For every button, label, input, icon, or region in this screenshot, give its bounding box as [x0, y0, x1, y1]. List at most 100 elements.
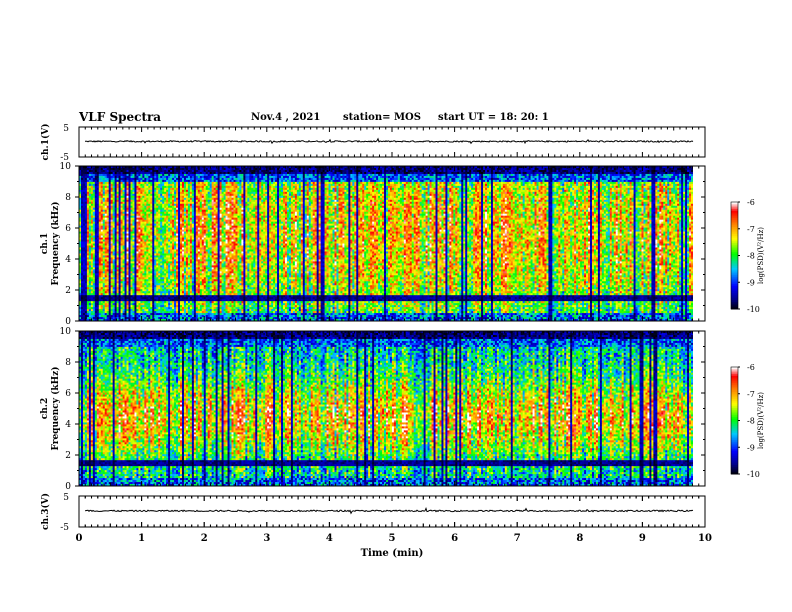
spectrogram-cell	[88, 299, 92, 302]
spectrogram-cell	[88, 181, 92, 185]
spectrogram-cell	[110, 251, 114, 254]
spectrogram-cell	[110, 235, 114, 238]
spectrogram-cell	[79, 251, 82, 254]
spectrogram-cell	[88, 213, 92, 217]
spectrogram-cell	[114, 287, 118, 290]
spectrogram-cell	[82, 319, 86, 322]
spectrogram-cell	[80, 249, 84, 252]
spectrogram-cell	[80, 179, 84, 183]
spectrogram-cell	[102, 295, 106, 298]
spectrogram-cell	[96, 183, 100, 187]
spectrogram-cell	[116, 195, 120, 199]
spectrogram-cell	[79, 263, 82, 266]
spectrogram-cell	[94, 187, 98, 191]
spectrogram-cell	[102, 241, 106, 244]
spectrogram-cell	[118, 301, 121, 304]
spectrogram-cell	[92, 223, 96, 227]
spectrogram-cell	[102, 185, 106, 189]
spectrogram-cell	[86, 181, 90, 185]
spectrogram-cell	[100, 305, 104, 308]
spectrogram-cell	[96, 177, 100, 181]
spectrogram-cell	[118, 237, 121, 240]
spectrogram-cell	[88, 175, 92, 179]
spectrogram-cell	[80, 215, 84, 219]
spectrogram-cell	[108, 171, 112, 175]
spectrogram-cell	[79, 315, 82, 318]
spectrogram-cell	[116, 245, 120, 248]
spectrogram-cell	[92, 177, 96, 181]
spectrogram-cell	[110, 237, 114, 240]
spectrogram-cell	[84, 217, 88, 221]
spectrogram-cell	[116, 237, 120, 240]
spectrogram-cell	[94, 229, 98, 232]
spectrogram-cell	[94, 195, 98, 199]
spectrogram-cell	[88, 287, 92, 290]
spectrogram-cell	[92, 245, 96, 248]
spectrogram-cell	[80, 247, 84, 250]
spectrogram-cell	[98, 315, 102, 318]
spectrogram-cell	[116, 275, 120, 278]
spectrogram-cell	[118, 289, 121, 292]
spectrogram-cell	[90, 187, 94, 191]
spectrogram-cell	[116, 191, 120, 195]
spectrogram-cell	[94, 231, 98, 234]
spectrogram-cell	[112, 217, 116, 221]
spectrogram-cell	[98, 295, 102, 298]
spectrogram-cell	[88, 191, 92, 195]
spectrogram-cell	[92, 313, 96, 316]
spectrogram-cell	[114, 319, 118, 322]
spectrogram-cell	[86, 303, 90, 306]
spectrogram-cell	[102, 179, 106, 183]
spectrogram-cell	[86, 267, 90, 270]
spectrogram-cell	[84, 299, 88, 302]
spectrogram-cell	[110, 209, 114, 213]
spectrogram-cell	[102, 287, 106, 290]
spectrogram-cell	[86, 275, 90, 278]
spectrogram-cell	[110, 199, 114, 203]
spectrogram-cell	[94, 319, 98, 322]
spectrogram-cell	[92, 215, 96, 219]
spectrogram-cell	[102, 189, 106, 193]
spectrogram-cell	[86, 205, 90, 209]
spectrogram-cell	[100, 241, 104, 244]
spectrogram-cell	[100, 211, 104, 215]
spectrogram-cell	[96, 263, 100, 266]
spectrogram-cell	[80, 311, 84, 314]
spectrogram-cell	[108, 217, 112, 221]
spectrogram-cell	[98, 169, 102, 173]
spectrogram-cell	[112, 261, 116, 264]
spectrogram-cell	[110, 245, 114, 248]
spectrogram-cell	[114, 167, 118, 171]
spectrogram-cell	[79, 213, 82, 217]
spectrogram-cell	[90, 299, 94, 302]
spectrogram-cell	[118, 193, 121, 197]
spectrogram-cell	[102, 195, 106, 199]
spectrogram-cell	[79, 171, 82, 175]
spectrogram-cell	[86, 317, 90, 320]
spectrogram-cell	[82, 181, 86, 185]
spectrogram-cell	[108, 263, 112, 266]
spectrogram-cell	[112, 231, 116, 234]
spectrogram-cell	[90, 305, 94, 308]
waveform-line	[85, 137, 694, 145]
spectrogram-cell	[116, 249, 120, 252]
spectrogram-cell	[88, 166, 92, 169]
spectrogram-cell	[86, 239, 90, 242]
spectrogram-cell	[86, 193, 90, 197]
spectrogram-cell	[108, 255, 112, 258]
spectrogram-cell	[94, 213, 98, 217]
spectrogram-cell	[110, 191, 114, 195]
spectrogram-cell	[114, 281, 118, 284]
spectrogram-cell	[92, 261, 96, 264]
spectrogram-cell	[116, 263, 120, 266]
spectrogram-cell	[80, 317, 84, 320]
spectrogram-cell	[82, 251, 86, 254]
spectrogram-cell	[98, 247, 102, 250]
spectrogram-cell	[106, 179, 110, 183]
spectrogram-cell	[88, 227, 92, 230]
spectrogram-cell	[79, 285, 82, 288]
spectrogram-cell	[86, 191, 90, 195]
spectrogram-cell	[104, 251, 108, 254]
spectrogram-cell	[94, 301, 98, 304]
spectrogram-cell	[102, 315, 106, 318]
